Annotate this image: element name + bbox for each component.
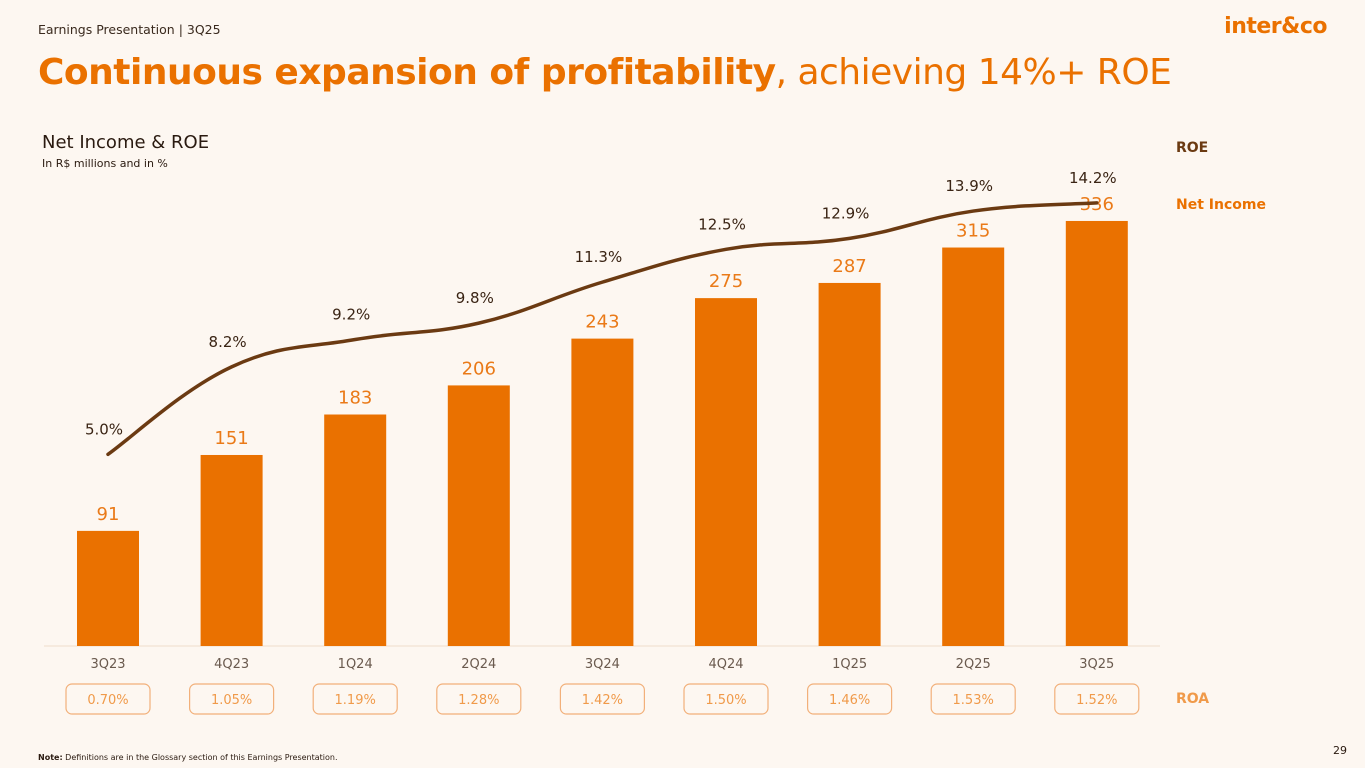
- legend-roa: ROA: [1176, 691, 1210, 707]
- net-income-bar: [695, 298, 757, 646]
- net-income-bar: [1065, 220, 1128, 646]
- roe-value-label: 9.2%: [332, 306, 370, 324]
- roa-badge: [65, 683, 151, 715]
- company-logo: inter&co: [1224, 14, 1327, 39]
- chart-subtitle: In R$ millions and in %: [42, 157, 168, 170]
- category-label: 3Q24: [585, 657, 620, 672]
- roe-value-label: 5.0%: [85, 420, 123, 438]
- category-label: 1Q25: [832, 657, 867, 672]
- roa-value-label: 1.52%: [1076, 693, 1117, 708]
- roa-value-label: 1.05%: [211, 693, 252, 708]
- category-label: 4Q23: [214, 657, 249, 672]
- roa-value-label: 1.53%: [953, 693, 994, 708]
- net-income-value-label: 243: [585, 312, 619, 333]
- roe-value-label: 12.5%: [698, 215, 746, 233]
- net-income-value-label: 183: [338, 388, 372, 409]
- net-income-value-label: 287: [832, 256, 866, 277]
- net-income-value-label: 275: [709, 271, 743, 292]
- roa-badge: [312, 683, 398, 715]
- roe-line: [106, 201, 1099, 457]
- net-income-bar: [942, 247, 1005, 646]
- roe-value-label: 14.2%: [1069, 169, 1117, 187]
- net-income-bar: [818, 282, 881, 646]
- footnote-label: Note:: [38, 753, 63, 762]
- net-income-bar: [200, 454, 263, 646]
- footnote-text: Definitions are in the Glossary section …: [62, 753, 338, 762]
- net-income-value-label: 151: [214, 428, 248, 449]
- roa-badge: [806, 683, 893, 715]
- page-number: 29: [1333, 744, 1347, 757]
- category-label: 1Q24: [338, 657, 373, 672]
- roe-value-label: 13.9%: [945, 177, 993, 195]
- roe-value-label: 11.3%: [575, 248, 623, 266]
- roe-value-label: 9.8%: [456, 289, 494, 307]
- roa-value-label: 1.46%: [829, 693, 870, 708]
- roa-badge: [930, 683, 1016, 715]
- legend-roe: ROE: [1176, 140, 1209, 156]
- category-label: 3Q25: [1079, 657, 1114, 672]
- chart-title: Net Income & ROE: [42, 132, 210, 153]
- presentation-label: Earnings Presentation | 3Q25: [38, 22, 221, 37]
- roa-badge: [559, 683, 646, 715]
- roa-value-label: 1.42%: [582, 693, 623, 708]
- net-income-value-label: 206: [462, 358, 496, 379]
- legend-net-income: Net Income: [1176, 197, 1266, 213]
- net-income-bar: [571, 338, 634, 646]
- roa-badge: [683, 683, 769, 715]
- footnote: Note: Definitions are in the Glossary se…: [38, 753, 338, 762]
- net-income-value-label: 91: [97, 504, 120, 525]
- net-income-bar: [324, 414, 387, 646]
- roa-value-label: 1.28%: [458, 693, 499, 708]
- roa-value-label: 1.50%: [705, 693, 746, 708]
- roa-value-label: 0.70%: [87, 693, 128, 708]
- roa-badge: [189, 683, 275, 715]
- net-income-bar: [447, 385, 510, 646]
- category-label: 4Q24: [708, 657, 743, 672]
- roa-value-label: 1.19%: [335, 693, 376, 708]
- page-title-bold: Continuous expansion of profitability: [38, 52, 776, 93]
- category-label: 3Q23: [90, 657, 125, 672]
- roa-badge: [1054, 683, 1140, 715]
- category-label: 2Q25: [956, 657, 991, 672]
- net-income-value-label: 315: [956, 221, 990, 242]
- page-title-regular: , achieving 14%+ ROE: [775, 52, 1172, 93]
- roe-value-label: 8.2%: [209, 333, 247, 351]
- roe-value-label: 12.9%: [822, 204, 870, 222]
- page-title: Continuous expansion of profitability, a…: [38, 52, 1172, 93]
- category-label: 2Q24: [461, 657, 496, 672]
- roa-badge: [436, 683, 522, 715]
- net-income-bar: [77, 530, 139, 646]
